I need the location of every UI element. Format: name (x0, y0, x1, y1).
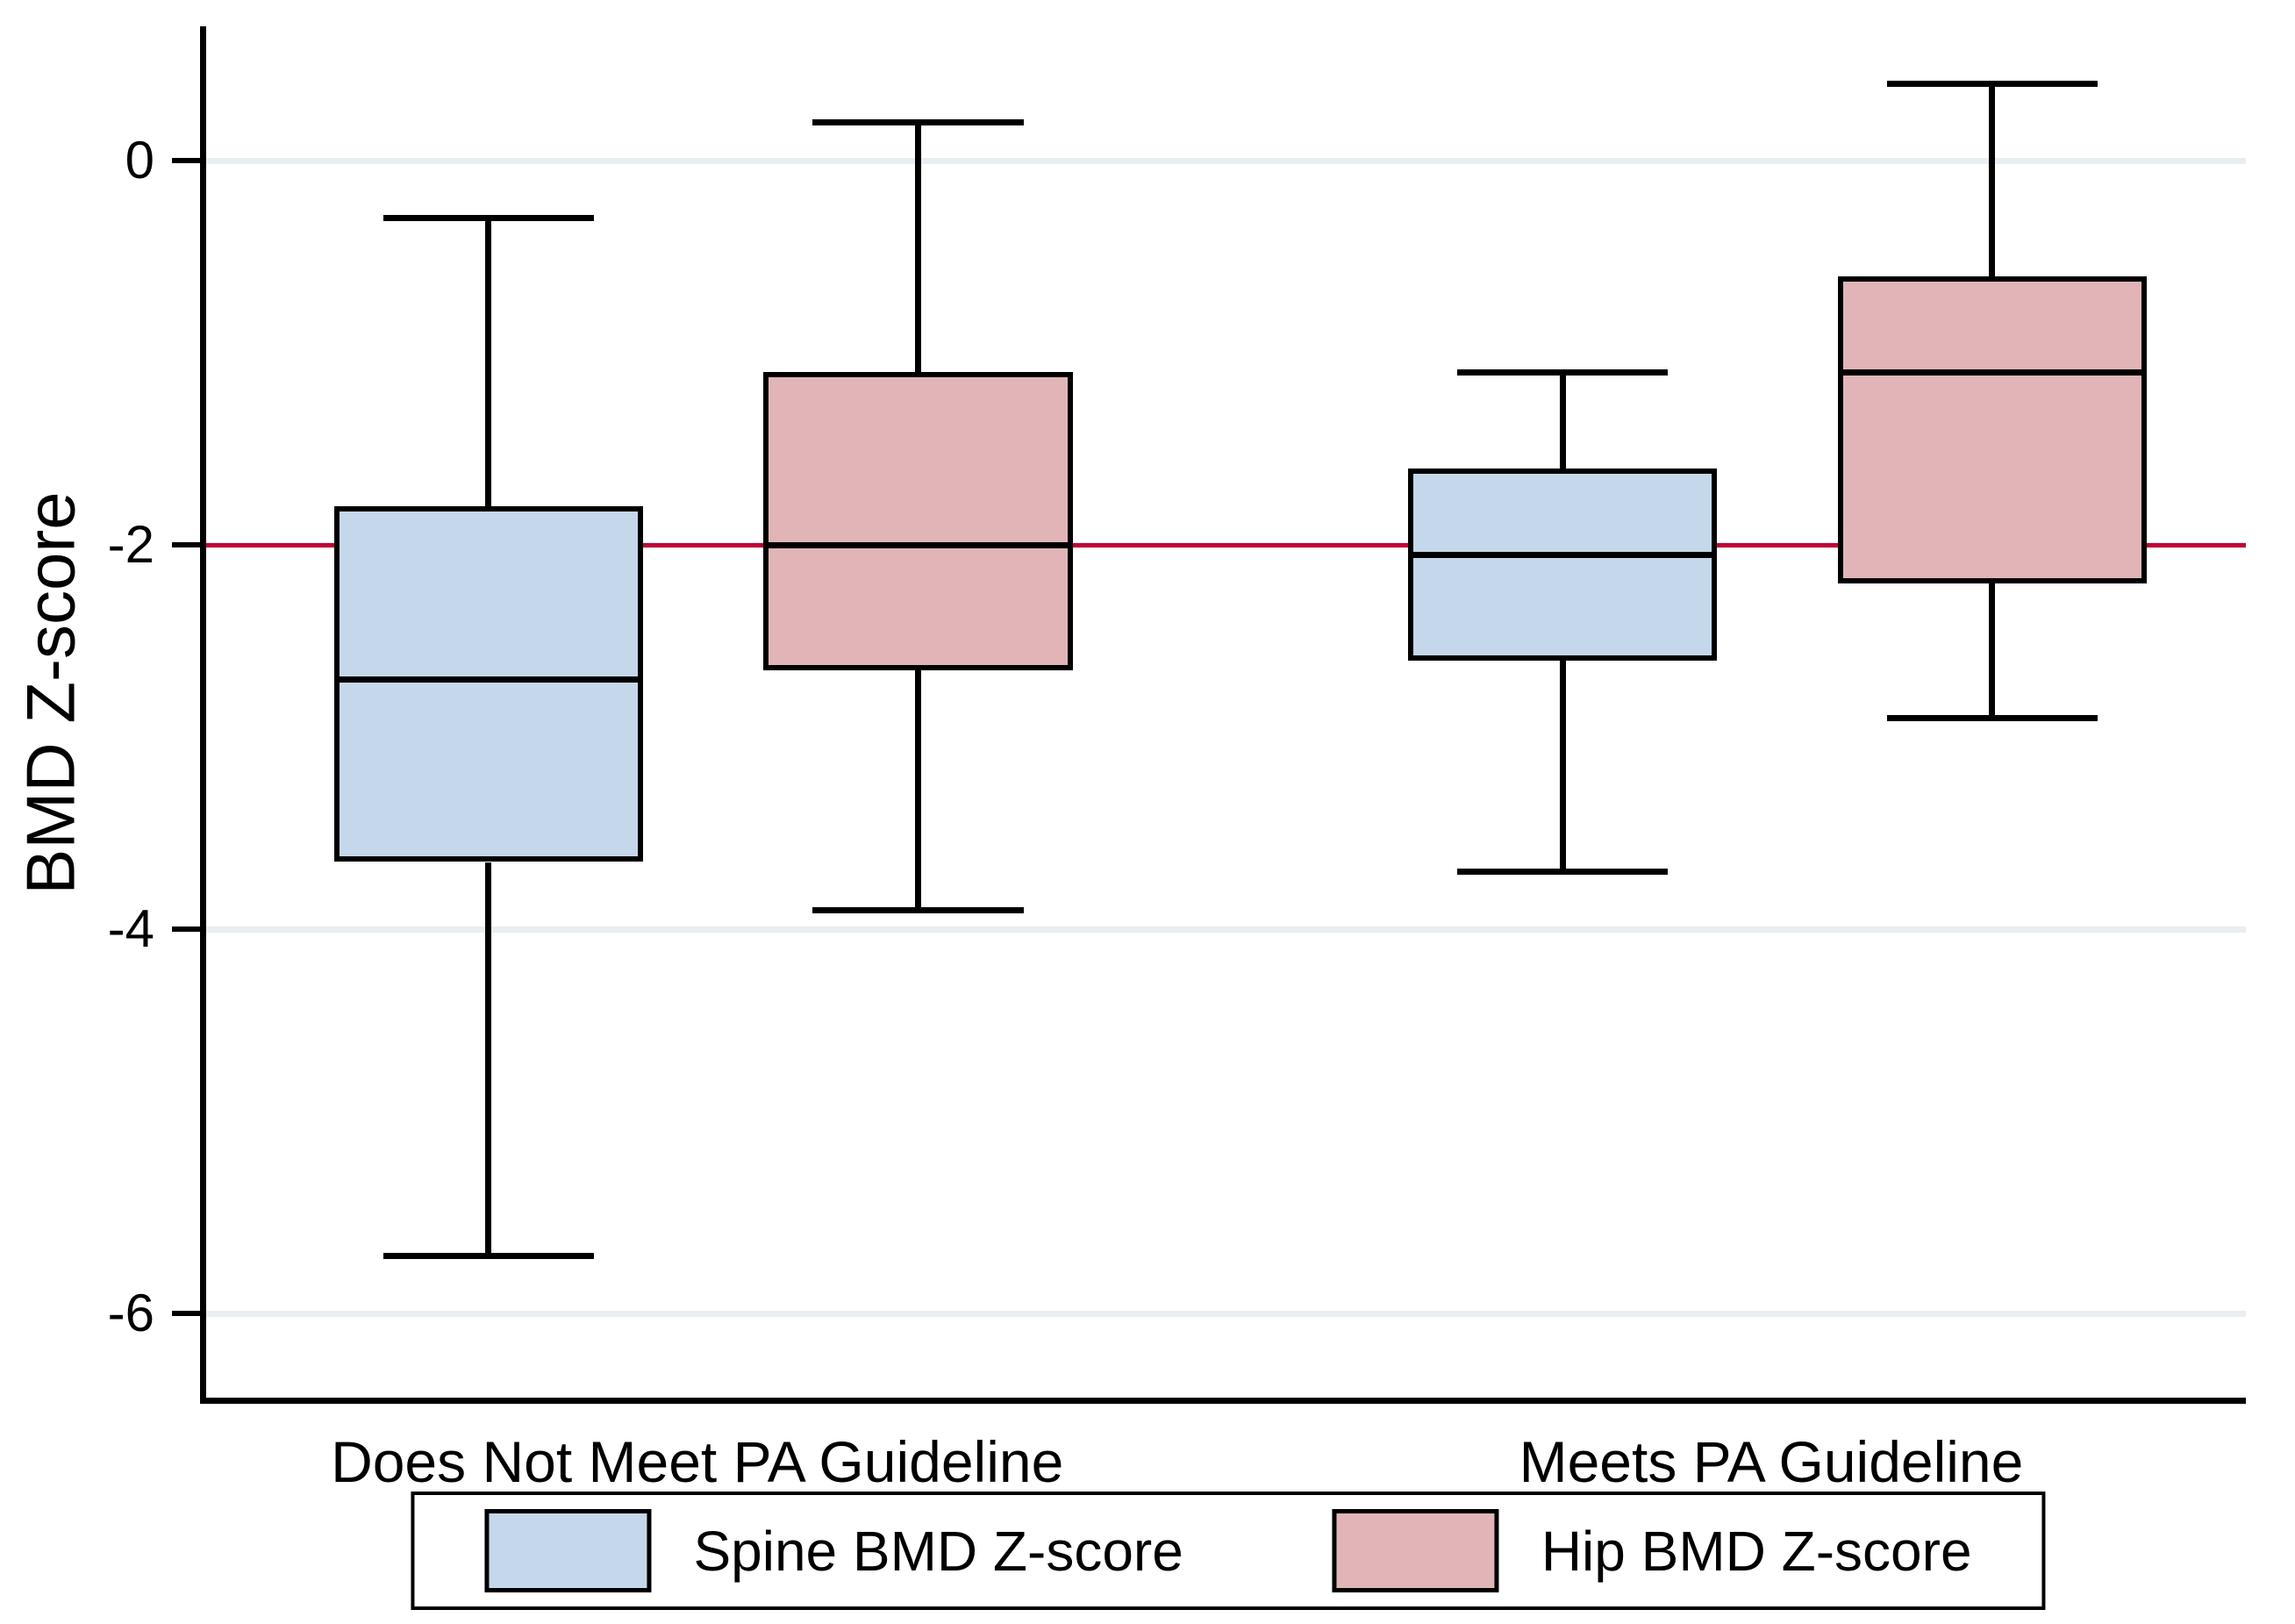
box-iqr (1837, 275, 2147, 583)
reference-line (206, 543, 2246, 548)
y-axis-tick-label: -4 (107, 899, 154, 959)
median-line (333, 676, 643, 683)
upper-whisker-stem (1559, 372, 1566, 469)
upper-whisker-stem (915, 122, 922, 373)
upper-whisker-cap (1457, 368, 1669, 376)
gridline (206, 1311, 2246, 1318)
legend-item-spine: Spine BMD Z-score (484, 1509, 1183, 1592)
y-axis-tick (172, 926, 200, 933)
hip-legend-label: Hip BMD Z-score (1541, 1519, 1972, 1583)
lower-whisker-cap (1886, 714, 2098, 721)
gridline (206, 158, 2246, 165)
median-line (1408, 551, 1718, 558)
lower-whisker-cap (382, 1252, 594, 1259)
gridline (206, 926, 2246, 934)
upper-whisker-cap (1886, 81, 2098, 88)
spine-legend-label: Spine BMD Z-score (693, 1519, 1183, 1583)
plot-area (200, 26, 2246, 1404)
median-line (763, 541, 1073, 548)
legend: Spine BMD Z-score Hip BMD Z-score (411, 1492, 2046, 1610)
box-iqr (763, 372, 1073, 670)
upper-whisker-stem (485, 218, 492, 507)
y-axis-tick (172, 542, 200, 548)
hip-legend-swatch (1332, 1509, 1499, 1592)
lower-whisker-stem (915, 669, 922, 911)
lower-whisker-cap (812, 906, 1024, 913)
legend-item-hip: Hip BMD Z-score (1332, 1509, 1972, 1592)
upper-whisker-cap (382, 215, 594, 222)
upper-whisker-cap (812, 118, 1024, 125)
upper-whisker-stem (1989, 83, 1996, 276)
y-axis-tick-label: -2 (107, 515, 154, 575)
box-iqr (1408, 468, 1718, 661)
y-axis-tick-label: -6 (107, 1284, 154, 1343)
spine-legend-swatch (484, 1509, 652, 1592)
lower-whisker-stem (1559, 660, 1566, 872)
median-line (1837, 368, 2147, 376)
box-iqr (333, 506, 643, 862)
lower-whisker-stem (1989, 583, 1996, 719)
y-axis-tick (172, 1311, 200, 1317)
x-axis-group-label: Meets PA Guideline (1519, 1429, 2024, 1494)
y-axis-tick (172, 158, 200, 164)
y-axis-tick-label: 0 (125, 131, 154, 190)
lower-whisker-cap (1457, 868, 1669, 875)
lower-whisker-stem (485, 862, 492, 1256)
x-axis-group-label: Does Not Meet PA Guideline (331, 1429, 1064, 1494)
